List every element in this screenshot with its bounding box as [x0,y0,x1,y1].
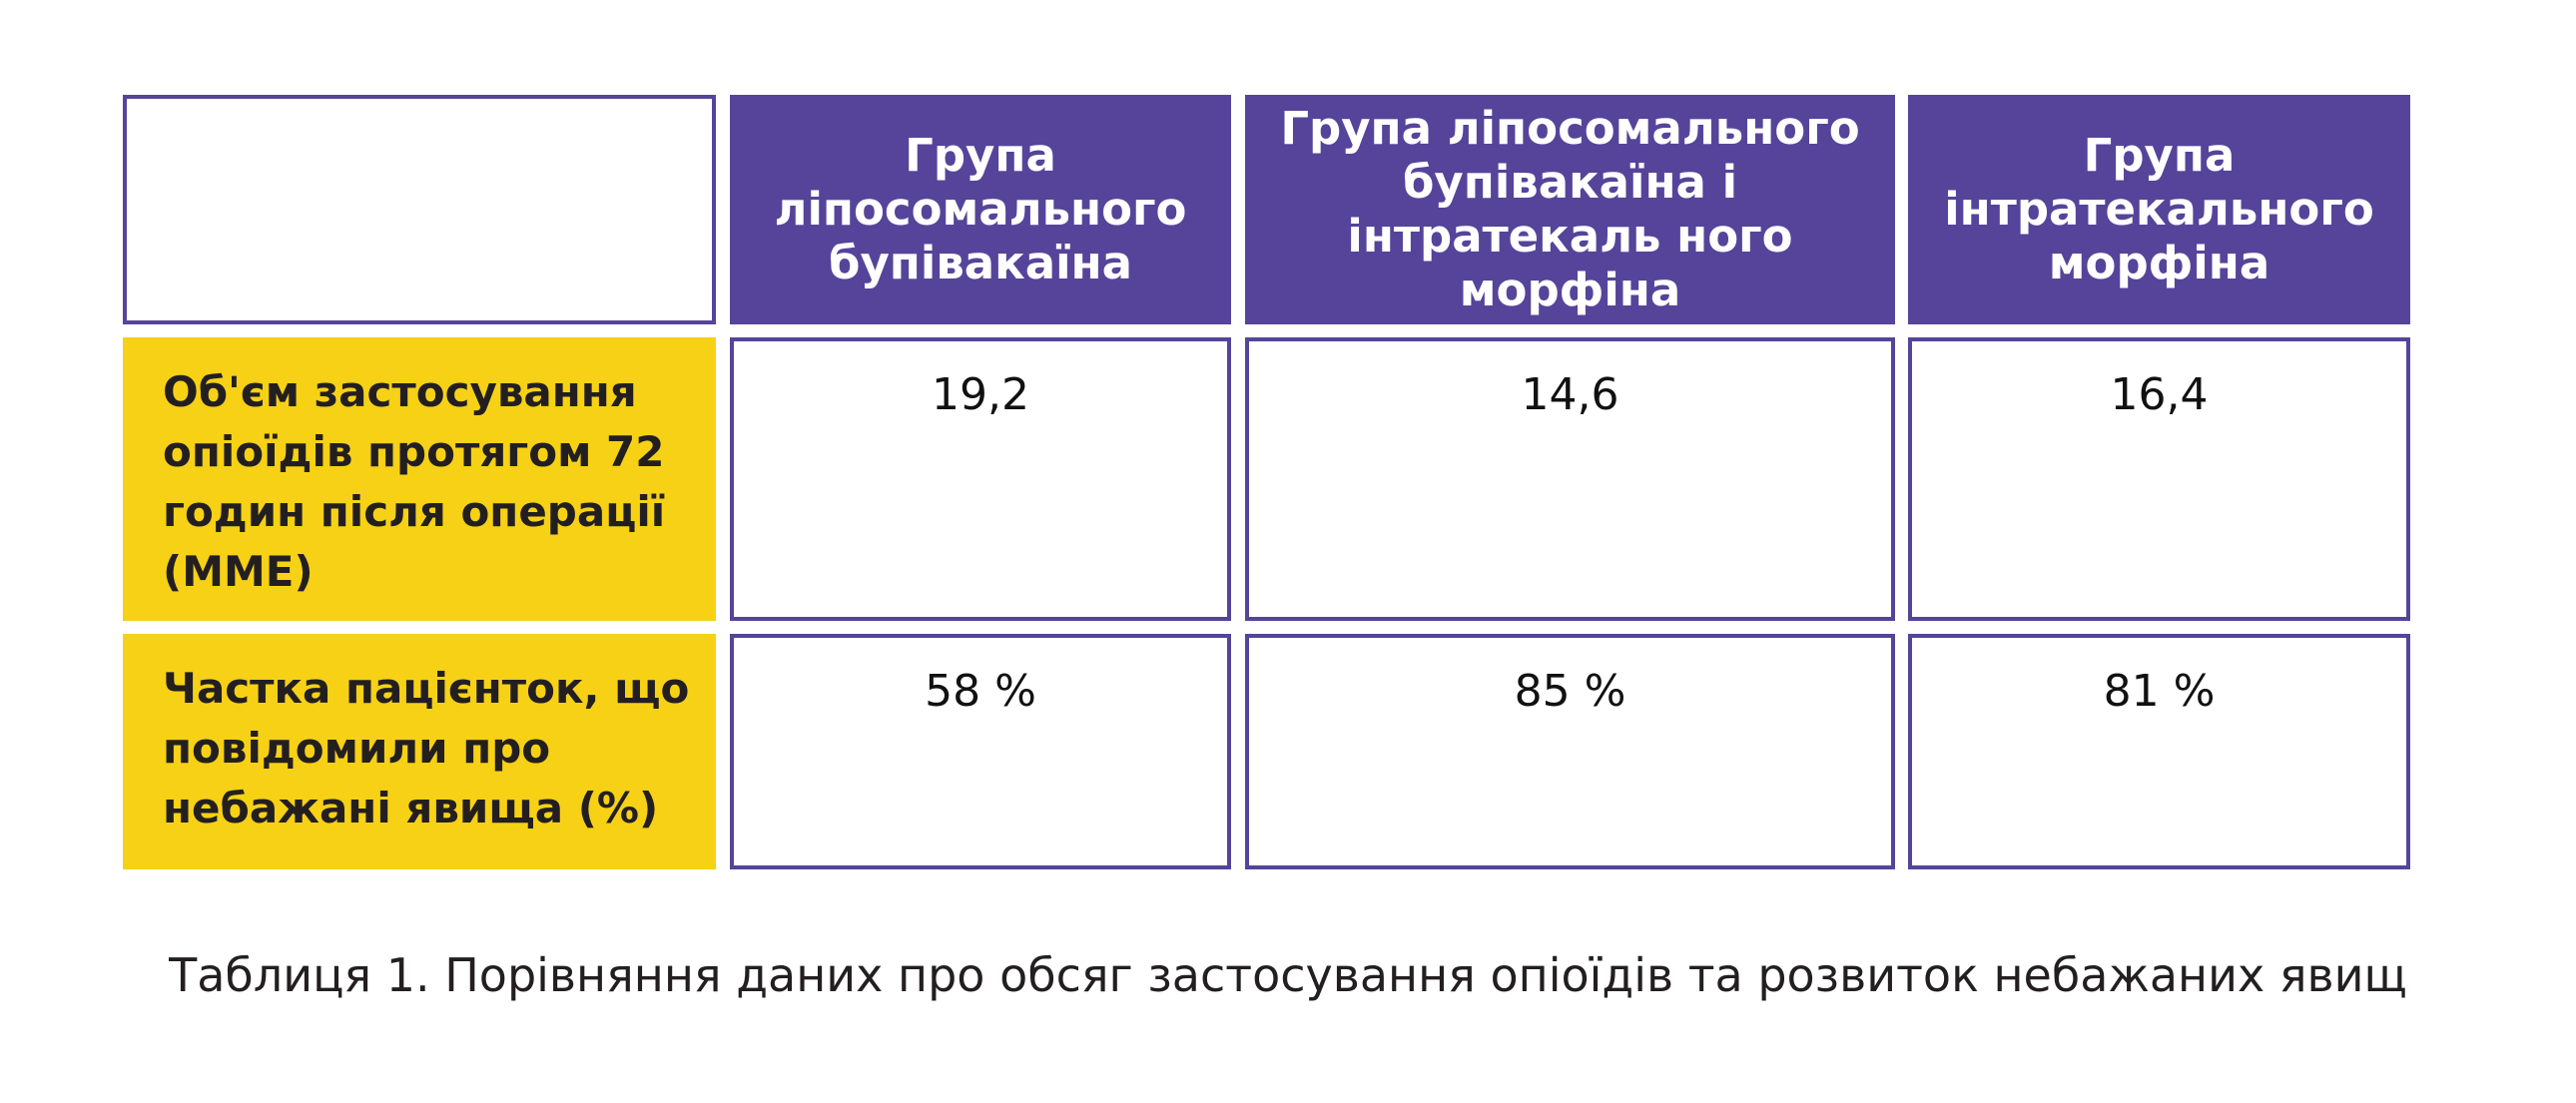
table-caption: Таблиця 1. Порівняння даних про обсяг за… [169,948,2407,1002]
column-header-label: Група ліпосомального бупівакаїна і інтра… [1280,102,1860,316]
table-cell: 16,4 [1908,337,2410,621]
cell-value: 58 % [925,666,1036,717]
cell-value: 16,4 [2110,369,2209,420]
table-cell: 85 % [1245,634,1895,869]
cell-value: 19,2 [932,369,1029,420]
table-cell: 58 % [730,634,1231,869]
cell-value: 81 % [2103,666,2216,717]
table-cell: 81 % [1908,634,2410,869]
row-header: Об'єм застосування опіоїдів протягом 72 … [123,337,716,621]
cell-value: 85 % [1514,666,1626,717]
column-header: Група інтратекального морфіна [1908,95,2410,324]
column-header-label: Група ліпосомального бупівакаїна [774,129,1187,289]
column-header: Група ліпосомального бупівакаїна і інтра… [1245,95,1895,324]
table-cell: 19,2 [730,337,1231,621]
column-header-label: Група інтратекального морфіна [1944,129,2374,289]
row-header: Частка пацієнток, що повідомили про неба… [123,634,716,869]
table-cell: 14,6 [1245,337,1895,621]
column-header: Група ліпосомального бупівакаїна [730,95,1231,324]
corner-cell [123,95,716,324]
row-header-label: Частка пацієнток, що повідомили про неба… [163,664,690,832]
row-header-label: Об'єм застосування опіоїдів протягом 72 … [163,367,666,596]
cell-value: 14,6 [1521,369,1619,420]
